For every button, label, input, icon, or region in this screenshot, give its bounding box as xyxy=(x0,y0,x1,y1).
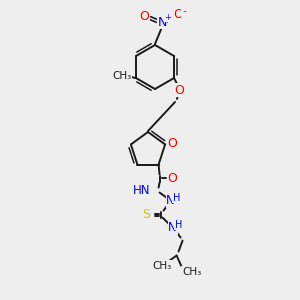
Text: O: O xyxy=(173,8,183,22)
Text: O: O xyxy=(139,11,149,23)
Text: N: N xyxy=(157,16,167,28)
Text: O: O xyxy=(167,137,177,150)
Text: +: + xyxy=(165,13,171,22)
Text: CH₃: CH₃ xyxy=(182,267,201,277)
Text: -: - xyxy=(182,6,186,16)
Text: H: H xyxy=(173,193,180,202)
Text: HN: HN xyxy=(133,184,151,197)
Text: N: N xyxy=(166,194,175,207)
Text: CH₃: CH₃ xyxy=(152,261,171,271)
Text: O: O xyxy=(174,83,184,97)
Text: O: O xyxy=(168,172,178,185)
Text: CH₃: CH₃ xyxy=(112,71,132,81)
Text: S: S xyxy=(142,208,151,221)
Text: H: H xyxy=(175,220,182,230)
Text: N: N xyxy=(168,221,177,234)
